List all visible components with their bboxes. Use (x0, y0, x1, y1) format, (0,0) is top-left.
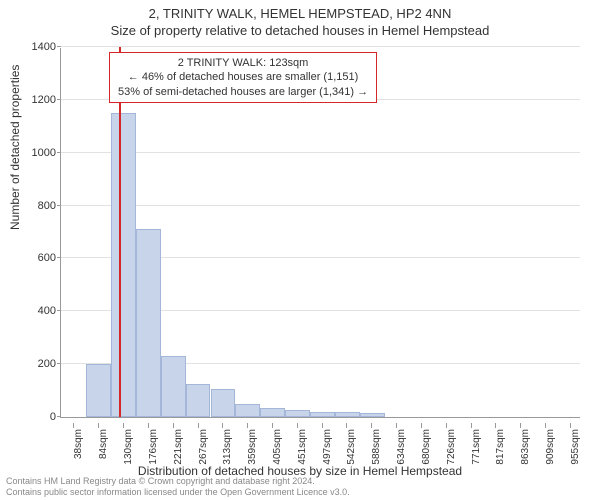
histogram-bar (211, 389, 236, 417)
annotation-line2: ← 46% of detached houses are smaller (1,… (118, 70, 368, 84)
x-tick-mark (73, 423, 74, 428)
x-tick-mark (520, 423, 521, 428)
x-tick-mark (222, 423, 223, 428)
x-tick-label: 726sqm (446, 429, 457, 465)
x-tick-label: 909sqm (545, 429, 556, 465)
annotation-line1: 2 TRINITY WALK: 123sqm (118, 56, 368, 70)
x-tick-mark (471, 423, 472, 428)
x-tick-mark (570, 423, 571, 428)
y-tick-label: 0 (16, 411, 56, 423)
x-tick-mark (148, 423, 149, 428)
gridline (61, 152, 580, 153)
x-tick-label: 313sqm (222, 429, 233, 465)
chart-area: 020040060080010001200140038sqm84sqm130sq… (60, 48, 580, 418)
x-tick-label: 497sqm (322, 429, 333, 465)
x-tick-label: 221sqm (173, 429, 184, 465)
x-tick-label: 817sqm (495, 429, 506, 465)
x-tick-mark (247, 423, 248, 428)
x-tick-mark (371, 423, 372, 428)
x-tick-label: 267sqm (198, 429, 209, 465)
y-tick-mark (57, 363, 61, 364)
x-tick-mark (198, 423, 199, 428)
x-tick-mark (322, 423, 323, 428)
x-tick-label: 588sqm (371, 429, 382, 465)
histogram-bar (111, 113, 136, 417)
x-tick-label: 405sqm (272, 429, 283, 465)
y-tick-label: 1200 (16, 94, 56, 106)
histogram-bar (136, 229, 161, 417)
chart-subtitle: Size of property relative to detached ho… (0, 23, 600, 38)
x-tick-mark (495, 423, 496, 428)
x-tick-label: 634sqm (396, 429, 407, 465)
y-tick-label: 1400 (16, 41, 56, 53)
histogram-bar (186, 384, 211, 417)
histogram-bar (360, 413, 385, 417)
y-tick-label: 400 (16, 305, 56, 317)
y-tick-label: 600 (16, 252, 56, 264)
y-tick-label: 200 (16, 358, 56, 370)
histogram-bar (235, 404, 260, 417)
x-tick-mark (173, 423, 174, 428)
x-tick-label: 176sqm (148, 429, 159, 465)
x-tick-label: 451sqm (297, 429, 308, 465)
x-tick-label: 84sqm (98, 429, 109, 459)
x-tick-mark (446, 423, 447, 428)
x-tick-label: 680sqm (421, 429, 432, 465)
chart-header: 2, TRINITY WALK, HEMEL HEMPSTEAD, HP2 4N… (0, 0, 600, 38)
y-tick-mark (57, 416, 61, 417)
histogram-bar (161, 356, 186, 417)
y-tick-mark (57, 205, 61, 206)
histogram-bar (285, 410, 310, 417)
footer-line1: Contains HM Land Registry data © Crown c… (6, 476, 594, 487)
x-tick-label: 863sqm (520, 429, 531, 465)
x-tick-mark (272, 423, 273, 428)
x-tick-mark (123, 423, 124, 428)
y-tick-mark (57, 46, 61, 47)
y-tick-mark (57, 310, 61, 311)
x-tick-label: 955sqm (570, 429, 581, 465)
histogram-bar (86, 364, 111, 417)
footer-line2: Contains public sector information licen… (6, 487, 594, 498)
x-tick-label: 38sqm (73, 429, 84, 459)
footer: Contains HM Land Registry data © Crown c… (6, 476, 594, 498)
y-tick-label: 800 (16, 200, 56, 212)
y-tick-mark (57, 152, 61, 153)
x-tick-label: 542sqm (346, 429, 357, 465)
x-tick-mark (346, 423, 347, 428)
annotation-line3: 53% of semi-detached houses are larger (… (118, 85, 368, 99)
gridline (61, 46, 580, 47)
histogram-bar (260, 408, 285, 417)
x-tick-mark (297, 423, 298, 428)
x-tick-label: 771sqm (471, 429, 482, 465)
x-tick-mark (421, 423, 422, 428)
y-tick-label: 1000 (16, 147, 56, 159)
histogram-bar (310, 412, 335, 417)
x-tick-label: 130sqm (123, 429, 134, 465)
annotation-box: 2 TRINITY WALK: 123sqm ← 46% of detached… (109, 52, 377, 103)
x-tick-mark (545, 423, 546, 428)
y-tick-mark (57, 99, 61, 100)
plot-area: 020040060080010001200140038sqm84sqm130sq… (60, 48, 580, 418)
address-title: 2, TRINITY WALK, HEMEL HEMPSTEAD, HP2 4N… (0, 6, 600, 21)
gridline (61, 205, 580, 206)
x-tick-mark (98, 423, 99, 428)
y-tick-mark (57, 257, 61, 258)
x-tick-label: 359sqm (247, 429, 258, 465)
histogram-bar (335, 412, 360, 417)
x-tick-mark (396, 423, 397, 428)
